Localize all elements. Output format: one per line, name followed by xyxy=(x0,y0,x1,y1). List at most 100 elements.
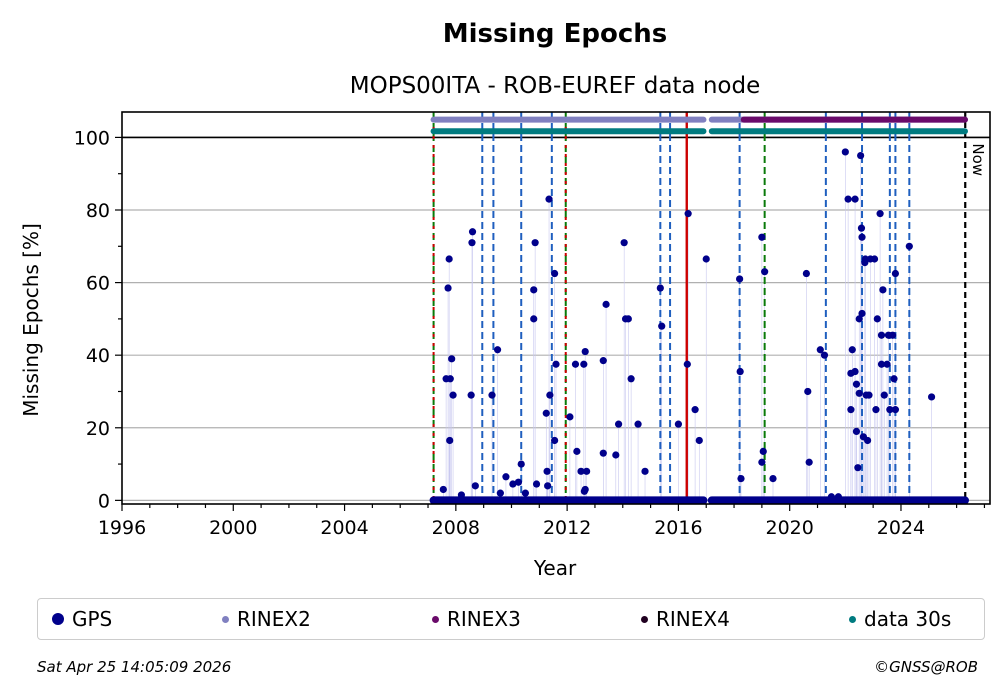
legend-item-rinex4: RINEX4 xyxy=(641,599,730,639)
x-tick-label-2020: 2020 xyxy=(766,517,814,539)
gps-point xyxy=(879,286,887,294)
y-tick-label-20: 20 xyxy=(86,418,110,440)
gps-point xyxy=(865,391,873,399)
gps-point xyxy=(848,346,856,354)
footer-timestamp: Sat Apr 25 14:05:09 2026 xyxy=(37,658,232,676)
gps-point xyxy=(891,269,900,278)
x-tick-label-1996: 1996 xyxy=(98,517,146,539)
x-tick-label-2000: 2000 xyxy=(209,517,257,539)
gps-point xyxy=(599,357,607,365)
gps-point xyxy=(571,360,580,368)
gps-point xyxy=(509,480,517,488)
y-tick-label-100: 100 xyxy=(74,127,110,149)
x-tick-label-2016: 2016 xyxy=(654,517,702,539)
gps-point xyxy=(877,331,886,339)
chart-subtitle: MOPS00ITA - ROB-EUREF data node xyxy=(350,73,761,99)
gps-marker-icon xyxy=(52,613,64,625)
gps-point xyxy=(905,242,913,250)
gps-point xyxy=(847,406,855,414)
gps-point xyxy=(493,346,502,354)
gps-point xyxy=(457,491,466,499)
y-tick-label-60: 60 xyxy=(86,273,110,295)
gps-point xyxy=(445,255,453,263)
gps-point xyxy=(736,367,744,376)
gps-point xyxy=(545,195,553,203)
gps-point xyxy=(759,447,767,455)
gps-point xyxy=(502,473,510,481)
gps-point xyxy=(858,233,866,241)
gps-point xyxy=(876,210,884,218)
gps-point xyxy=(758,458,766,466)
gps-point xyxy=(873,315,881,323)
legend-item-rinex2: RINEX2 xyxy=(222,599,311,639)
legend-item-rinex3: RINEX3 xyxy=(432,599,521,639)
gps-point xyxy=(542,409,550,417)
y-tick-label-40: 40 xyxy=(86,345,110,367)
gps-point xyxy=(857,224,866,232)
gps-point xyxy=(602,300,610,308)
gps-point xyxy=(566,413,574,421)
gps-point xyxy=(620,239,628,247)
gps-point xyxy=(439,485,447,494)
x-tick-label-2008: 2008 xyxy=(432,517,480,539)
gps-point xyxy=(861,255,869,263)
gps-point xyxy=(854,464,862,472)
gps-point xyxy=(448,355,456,363)
x-tick-label-2024: 2024 xyxy=(877,517,925,539)
gps-point xyxy=(532,480,541,488)
legend: GPS RINEX2 RINEX3 RINEX4 data 30s xyxy=(37,598,985,640)
gps-point xyxy=(758,233,766,241)
x-axis-label: Year xyxy=(533,556,577,580)
gps-point xyxy=(804,387,812,396)
gps-point xyxy=(544,482,552,490)
gps-point xyxy=(641,467,649,475)
gps-point xyxy=(858,309,866,318)
gps-point xyxy=(851,195,859,203)
gps-point xyxy=(551,436,559,445)
gps-point xyxy=(581,347,589,356)
x-tick-label-2012: 2012 xyxy=(543,517,591,539)
gps-point xyxy=(551,269,559,278)
gps-point xyxy=(683,360,691,368)
gps-point xyxy=(656,284,664,292)
x-tick-label-2004: 2004 xyxy=(320,517,368,539)
gps-point xyxy=(737,474,745,483)
gps-point xyxy=(546,391,554,399)
gps-point xyxy=(736,275,744,283)
legend-label-rinex2: RINEX2 xyxy=(237,607,311,631)
gps-point xyxy=(634,420,642,428)
gps-point xyxy=(521,489,529,497)
gps-point xyxy=(841,148,849,156)
legend-label-rinex3: RINEX3 xyxy=(447,607,521,631)
gps-point xyxy=(467,391,475,399)
gps-point xyxy=(531,239,539,247)
gps-point xyxy=(627,375,635,383)
gps-point xyxy=(446,436,454,445)
data-30s-marker-icon xyxy=(849,615,856,623)
gps-point xyxy=(852,380,861,388)
y-tick-label-0: 0 xyxy=(98,490,110,512)
legend-item-data-30s: data 30s xyxy=(849,599,951,639)
rinex3-marker-icon xyxy=(432,615,439,623)
gps-point xyxy=(834,493,842,501)
gps-point xyxy=(816,346,824,354)
gps-point xyxy=(877,360,886,368)
gps-point xyxy=(581,485,589,494)
gps-point xyxy=(805,458,813,466)
gps-point xyxy=(886,406,894,414)
gps-point xyxy=(471,482,479,490)
gps-point xyxy=(890,375,898,383)
gps-point xyxy=(684,210,692,218)
gps-point xyxy=(880,391,888,399)
gps-point xyxy=(761,268,769,276)
gps-point xyxy=(577,467,585,475)
gps-point xyxy=(802,269,810,278)
gps-point xyxy=(624,315,632,323)
gps-point xyxy=(855,389,863,397)
gps-point xyxy=(927,393,936,401)
gps-point xyxy=(468,239,476,247)
gps-point xyxy=(769,474,777,483)
gps-point xyxy=(852,427,861,436)
gps-point xyxy=(674,420,683,428)
